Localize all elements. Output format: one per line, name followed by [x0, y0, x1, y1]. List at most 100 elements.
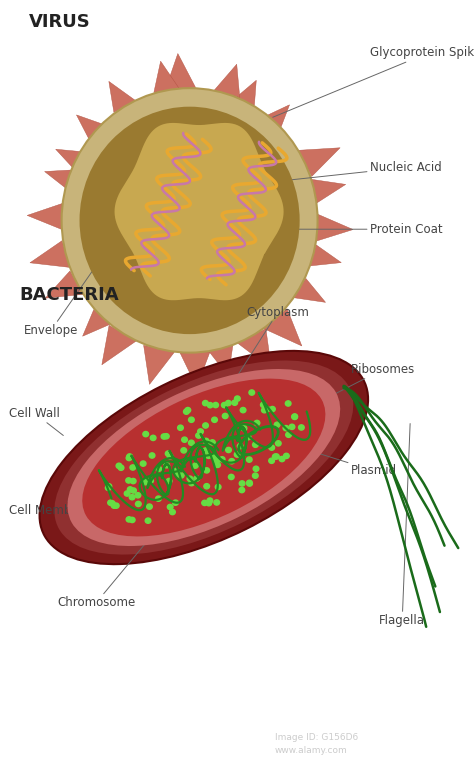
Circle shape — [254, 420, 260, 426]
Circle shape — [235, 396, 240, 401]
Circle shape — [128, 487, 133, 492]
Circle shape — [249, 390, 255, 395]
Text: alamy: alamy — [19, 735, 71, 749]
Circle shape — [129, 495, 135, 500]
Text: www.alamy.com: www.alamy.com — [275, 746, 347, 755]
Polygon shape — [144, 345, 174, 385]
Polygon shape — [298, 147, 340, 176]
Polygon shape — [102, 325, 137, 365]
Circle shape — [135, 492, 141, 498]
Circle shape — [126, 455, 132, 461]
Circle shape — [183, 409, 189, 414]
Text: Plasmid: Plasmid — [277, 441, 397, 477]
Circle shape — [108, 500, 113, 505]
Polygon shape — [238, 328, 272, 369]
Circle shape — [285, 401, 291, 406]
Circle shape — [178, 473, 184, 478]
Text: Ribosomes: Ribosomes — [280, 363, 415, 423]
Circle shape — [270, 407, 275, 412]
Circle shape — [214, 500, 219, 505]
Circle shape — [262, 407, 267, 413]
Text: Nucleic Acid: Nucleic Acid — [242, 161, 441, 185]
Circle shape — [269, 445, 274, 450]
Circle shape — [204, 467, 210, 473]
Text: Envelope: Envelope — [24, 260, 100, 337]
Text: BACTERIA: BACTERIA — [19, 286, 118, 303]
Polygon shape — [264, 309, 302, 346]
Circle shape — [275, 441, 281, 446]
Circle shape — [226, 401, 231, 406]
Polygon shape — [267, 105, 290, 127]
Polygon shape — [236, 81, 256, 106]
Circle shape — [283, 453, 289, 458]
Ellipse shape — [62, 88, 318, 353]
Circle shape — [127, 454, 132, 459]
Circle shape — [164, 463, 170, 468]
Circle shape — [116, 463, 122, 468]
Circle shape — [173, 468, 179, 473]
Circle shape — [178, 425, 183, 430]
Circle shape — [283, 426, 289, 431]
Circle shape — [289, 424, 295, 429]
Circle shape — [202, 500, 208, 505]
Circle shape — [206, 453, 211, 458]
Circle shape — [207, 403, 213, 408]
Circle shape — [124, 491, 130, 496]
Circle shape — [207, 498, 213, 503]
Ellipse shape — [39, 351, 368, 564]
Circle shape — [213, 402, 219, 407]
Polygon shape — [154, 61, 179, 93]
Polygon shape — [113, 122, 285, 302]
Circle shape — [185, 407, 191, 413]
Ellipse shape — [55, 360, 353, 555]
Circle shape — [118, 465, 124, 470]
Circle shape — [219, 457, 225, 462]
Text: Chromosome: Chromosome — [57, 502, 180, 610]
Text: Glycoprotein Spikes: Glycoprotein Spikes — [273, 46, 474, 117]
Circle shape — [286, 432, 292, 438]
Polygon shape — [165, 53, 196, 90]
Circle shape — [273, 454, 279, 459]
Polygon shape — [55, 149, 81, 166]
Text: Protein Coat: Protein Coat — [280, 223, 442, 236]
Circle shape — [273, 454, 278, 459]
Polygon shape — [293, 278, 326, 302]
Polygon shape — [180, 352, 210, 387]
Circle shape — [196, 433, 201, 439]
Polygon shape — [27, 204, 62, 230]
Circle shape — [150, 435, 156, 441]
Ellipse shape — [67, 369, 340, 546]
Circle shape — [143, 432, 148, 437]
Circle shape — [170, 509, 175, 515]
Circle shape — [182, 437, 187, 442]
Circle shape — [192, 463, 198, 468]
Polygon shape — [82, 309, 110, 336]
Circle shape — [189, 480, 194, 486]
Circle shape — [126, 517, 132, 522]
Circle shape — [156, 466, 162, 471]
Circle shape — [131, 488, 137, 493]
Text: Cell Membrane: Cell Membrane — [9, 489, 99, 517]
Circle shape — [165, 451, 171, 456]
Circle shape — [247, 481, 253, 486]
Circle shape — [215, 462, 220, 467]
Circle shape — [136, 502, 141, 507]
Circle shape — [222, 413, 228, 419]
Circle shape — [167, 505, 173, 510]
Circle shape — [173, 500, 178, 505]
Circle shape — [189, 440, 194, 445]
Circle shape — [232, 400, 237, 405]
Text: VIRUS: VIRUS — [28, 13, 90, 31]
Circle shape — [175, 471, 181, 477]
Circle shape — [239, 487, 245, 492]
Circle shape — [130, 478, 136, 483]
Circle shape — [246, 480, 252, 486]
Circle shape — [240, 407, 246, 413]
Circle shape — [166, 478, 172, 483]
Circle shape — [274, 422, 280, 427]
Circle shape — [299, 425, 304, 430]
Circle shape — [109, 501, 115, 506]
Polygon shape — [45, 271, 83, 298]
Circle shape — [126, 478, 131, 483]
Circle shape — [237, 444, 243, 448]
